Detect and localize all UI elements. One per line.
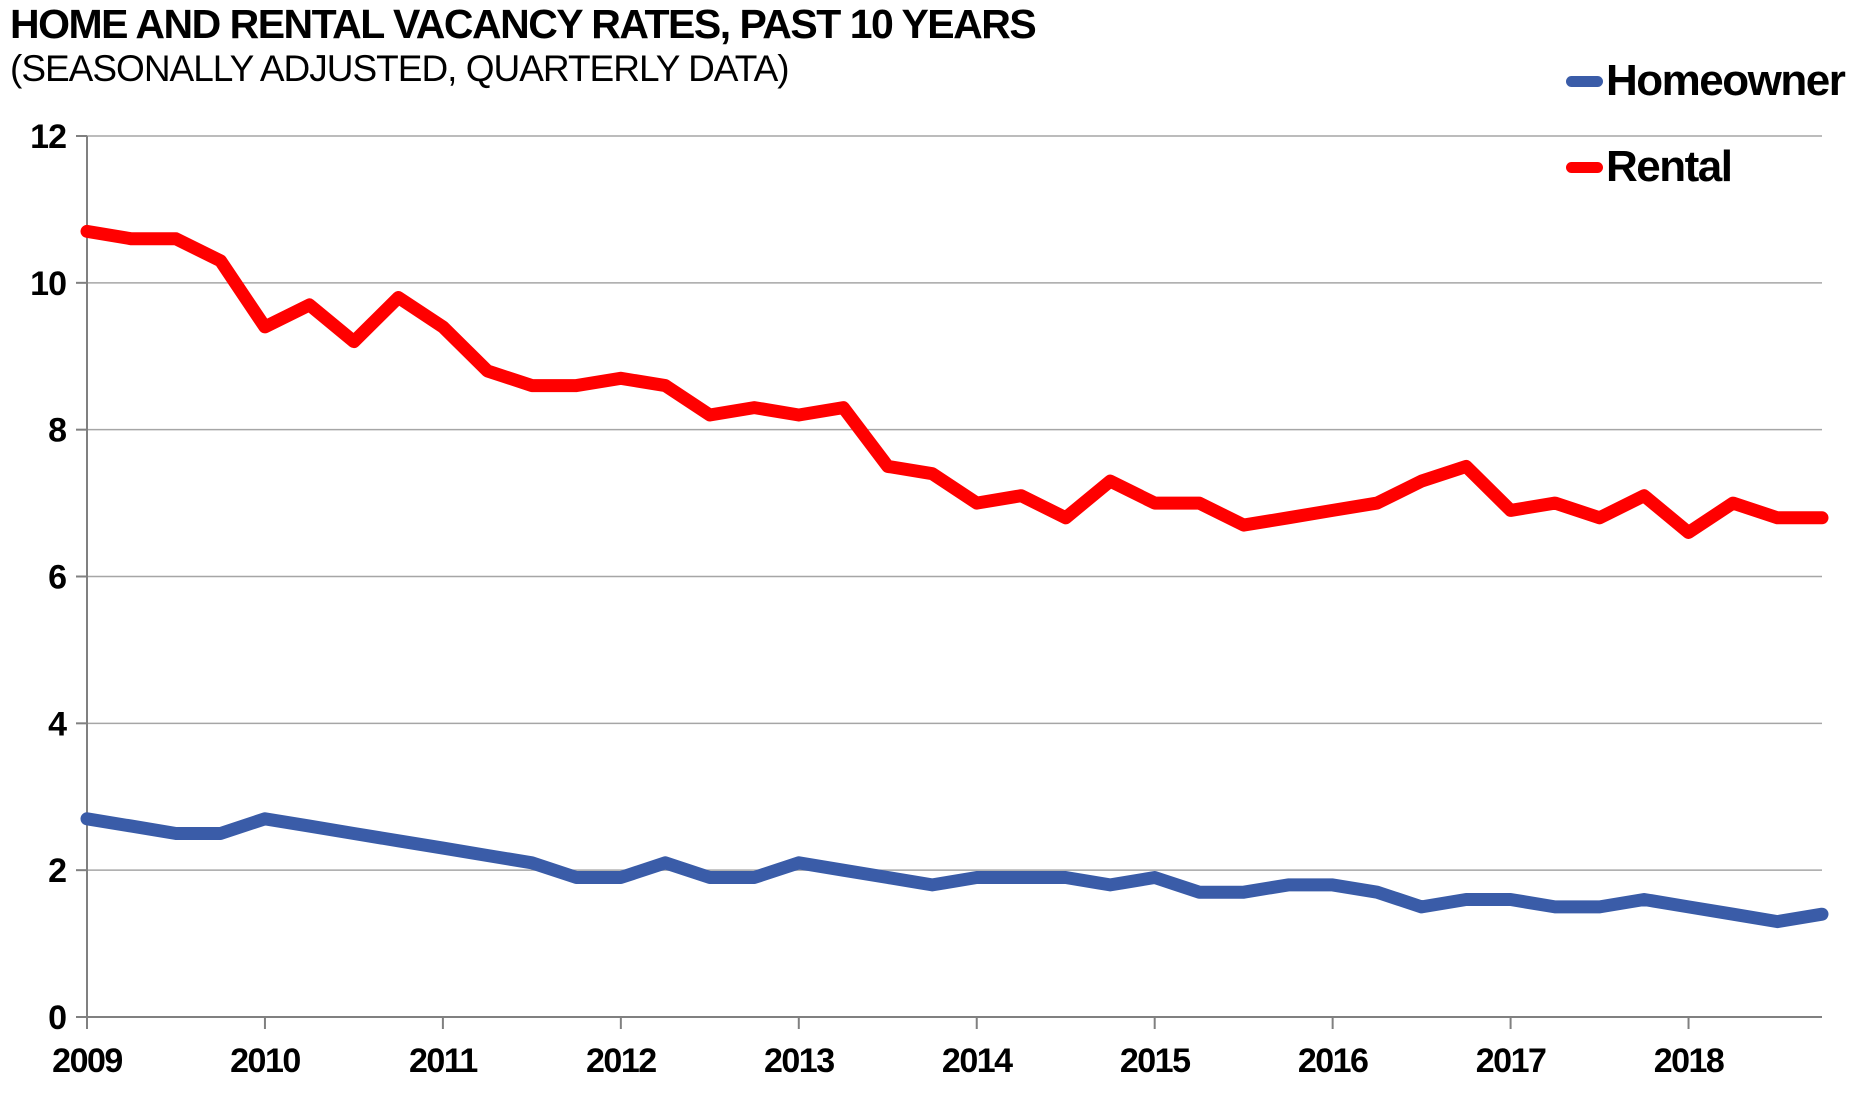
- x-axis-label-2009: 2009: [52, 1042, 122, 1080]
- homeowner-line-marker-icon: [1566, 75, 1603, 87]
- x-axis-label-2016: 2016: [1298, 1042, 1368, 1080]
- chart-title: HOME AND RENTAL VACANCY RATES, PAST 10 Y…: [10, 1, 1037, 47]
- x-axis-label-2017: 2017: [1476, 1042, 1546, 1080]
- title-block: HOME AND RENTAL VACANCY RATES, PAST 10 Y…: [10, 1, 1037, 90]
- series-line-rental: [80, 224, 1829, 539]
- y-axis-label-6: 6: [48, 559, 66, 597]
- y-axis-label-0: 0: [48, 999, 66, 1037]
- chart-legend: Homeowner Rental: [1566, 56, 1846, 192]
- chart-subtitle: (SEASONALLY ADJUSTED, QUARTERLY DATA): [10, 47, 790, 89]
- legend-item-homeowner: Homeowner: [1566, 56, 1846, 106]
- x-axis-label-2018: 2018: [1654, 1042, 1724, 1080]
- y-axis-label-2: 2: [48, 852, 66, 890]
- y-axis-label-10: 10: [30, 265, 66, 303]
- x-axis-label-2015: 2015: [1120, 1042, 1190, 1080]
- x-axis-label-2014: 2014: [942, 1042, 1013, 1080]
- x-axis-label-2010: 2010: [230, 1042, 300, 1080]
- y-axis-label-4: 4: [48, 705, 67, 743]
- legend-label-rental: Rental: [1606, 142, 1733, 191]
- x-axis-label-2013: 2013: [764, 1042, 834, 1080]
- legend-label-homeowner: Homeowner: [1606, 56, 1846, 105]
- x-axis-label-2012: 2012: [586, 1042, 656, 1080]
- y-axis-label-12: 12: [30, 118, 66, 156]
- legend-item-rental: Rental: [1566, 142, 1844, 192]
- x-axis-label-2011: 2011: [409, 1042, 477, 1080]
- series-line-homeowner: [80, 812, 1829, 929]
- rental-line-marker-icon: [1566, 161, 1603, 173]
- y-axis-label-8: 8: [48, 412, 66, 450]
